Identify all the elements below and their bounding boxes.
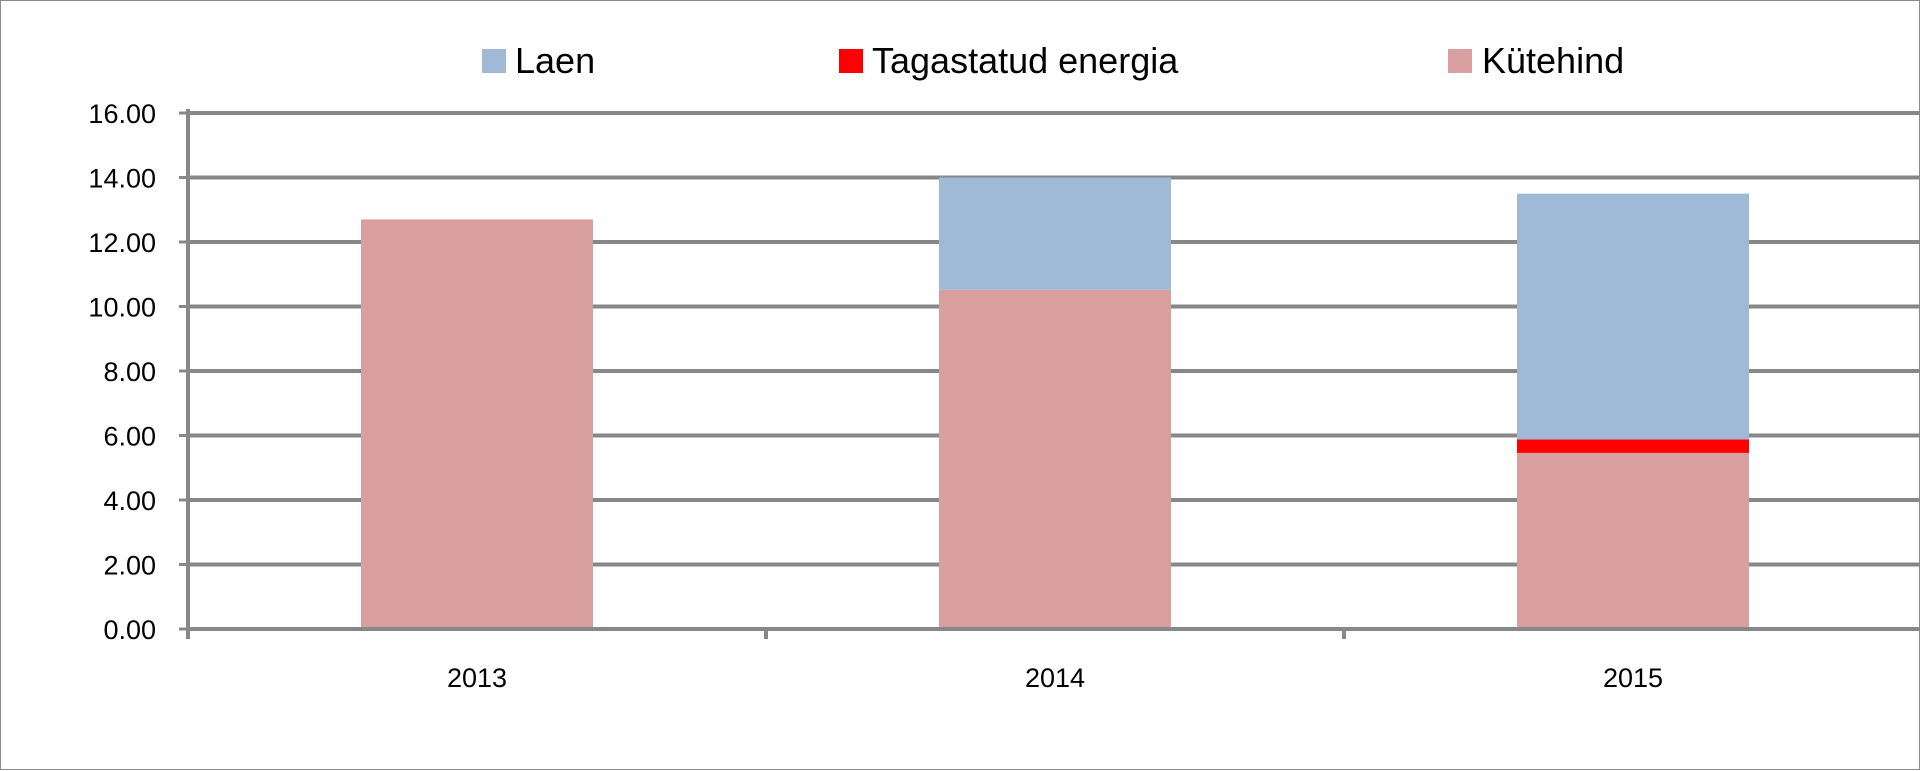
axes: 0.00 2.00 4.00 6.00 8.00 10.00 12.00 14.00 16.00… xyxy=(88,99,1920,693)
y-tick-label: 10.00 xyxy=(88,293,156,323)
legend-swatch xyxy=(482,49,506,73)
y-tick-label: 4.00 xyxy=(103,486,156,516)
legend-label: Laen xyxy=(515,40,595,81)
bar-segment xyxy=(361,219,593,630)
x-tick-label: 2014 xyxy=(1025,663,1085,693)
bar-segment xyxy=(1517,439,1749,453)
y-tick-label: 0.00 xyxy=(103,615,156,645)
y-tick-label: 16.00 xyxy=(88,99,156,129)
legend-swatch xyxy=(839,49,863,73)
legend-label: Kütehind xyxy=(1482,40,1624,81)
legend-swatch xyxy=(1448,49,1472,73)
y-tick-label: 6.00 xyxy=(103,422,156,452)
bar-segment xyxy=(939,177,1171,290)
bar-segment xyxy=(1517,193,1749,440)
y-tick-label: 8.00 xyxy=(103,357,156,387)
legend: Laen Tagastatud energia Kütehind xyxy=(482,40,1624,81)
bars xyxy=(361,177,1749,630)
x-tick-label: 2015 xyxy=(1603,663,1663,693)
bar-segment xyxy=(939,289,1171,629)
bar-segment xyxy=(1517,452,1749,629)
x-tick-label: 2013 xyxy=(447,663,507,693)
legend-label: Tagastatud energia xyxy=(872,40,1179,81)
y-tick-label: 2.00 xyxy=(103,551,156,581)
y-tick-label: 12.00 xyxy=(88,228,156,258)
y-tick-label: 14.00 xyxy=(88,164,156,194)
